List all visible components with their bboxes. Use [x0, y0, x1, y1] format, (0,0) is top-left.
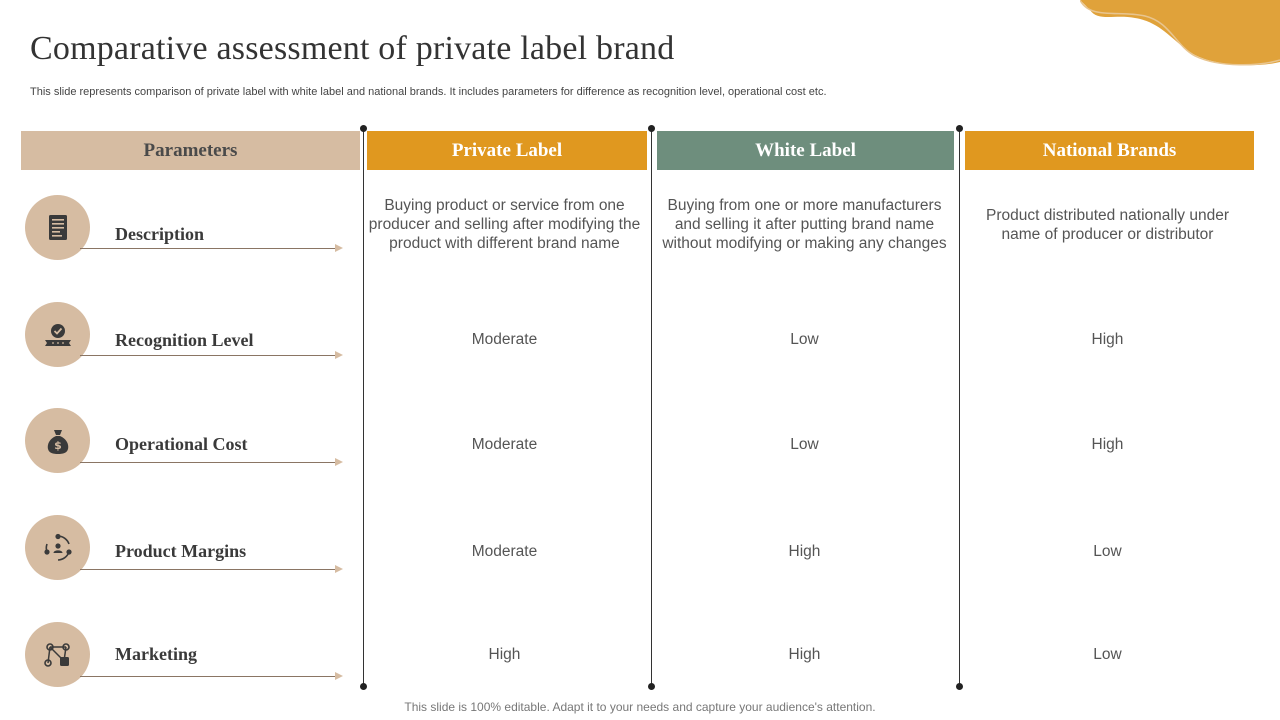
parameter-circle: $	[25, 408, 90, 473]
page-subtitle: This slide represents comparison of priv…	[30, 86, 827, 98]
divider-dot	[648, 683, 655, 690]
parameter-label: Recognition Level	[115, 330, 254, 350]
parameter-circle	[25, 622, 90, 687]
divider-dot	[360, 125, 367, 132]
header-parameters: Parameters	[21, 131, 360, 170]
cell-national-brands: High	[1091, 436, 1124, 453]
divider-dot	[360, 683, 367, 690]
decorative-blob	[1080, 0, 1280, 66]
parameter-row: Recognition Level	[0, 302, 360, 372]
divider-dot	[956, 683, 963, 690]
parameter-circle	[25, 195, 90, 260]
divider-dot	[648, 125, 655, 132]
cell-private-label: Buying product or service from one produ…	[368, 197, 641, 252]
divider-dot	[956, 125, 963, 132]
document-icon	[48, 214, 67, 240]
cell-national-brands: Product distributed nationally under nam…	[986, 207, 1229, 243]
parameter-row: Product Margins	[0, 515, 360, 585]
cell-white-label: Low	[790, 436, 819, 453]
parameter-circle	[25, 302, 90, 367]
award-badge-icon	[44, 323, 71, 346]
svg-text:$: $	[54, 439, 62, 452]
arrow-head	[335, 244, 343, 252]
parameter-label: Description	[115, 224, 204, 244]
cell-white-label: High	[788, 646, 821, 663]
cell-private-label: Moderate	[471, 331, 538, 348]
cell-national-brands: Low	[1093, 543, 1122, 560]
cell-national-brands: Low	[1093, 646, 1122, 663]
arrow-line	[80, 248, 338, 249]
column-divider	[651, 128, 652, 687]
column-divider	[959, 128, 960, 687]
cell-white-label: Low	[790, 331, 819, 348]
cell-national-brands: High	[1091, 331, 1124, 348]
parameter-label: Operational Cost	[115, 434, 248, 454]
header-white-label: White Label	[657, 131, 954, 170]
parameter-label: Marketing	[115, 644, 197, 664]
cell-private-label: Moderate	[471, 543, 538, 560]
arrow-head	[335, 458, 343, 466]
parameter-circle	[25, 515, 90, 580]
arrow-line	[80, 462, 338, 463]
page-title: Comparative assessment of private label …	[30, 30, 675, 67]
arrow-line	[80, 355, 338, 356]
cell-private-label: High	[488, 646, 521, 663]
money-bag-icon: $	[47, 429, 68, 454]
arrow-head	[335, 565, 343, 573]
arrow-head	[335, 351, 343, 359]
arrow-head	[335, 672, 343, 680]
arrow-line	[80, 569, 338, 570]
parameter-label: Product Margins	[115, 541, 247, 561]
column-divider	[363, 128, 364, 687]
parameter-row: Description	[0, 195, 360, 265]
arrow-line	[80, 676, 338, 677]
cell-white-label: Buying from one or more manufacturers an…	[662, 197, 947, 252]
footer-note: This slide is 100% editable. Adapt it to…	[404, 700, 876, 714]
parameter-row: $ Operational Cost	[0, 408, 360, 478]
cycle-people-icon	[43, 533, 72, 561]
network-icon	[43, 642, 70, 667]
header-national-brands: National Brands	[965, 131, 1254, 170]
cell-private-label: Moderate	[471, 436, 538, 453]
cell-white-label: High	[788, 543, 821, 560]
parameter-row: Marketing	[0, 622, 360, 692]
header-private-label: Private Label	[367, 131, 647, 170]
